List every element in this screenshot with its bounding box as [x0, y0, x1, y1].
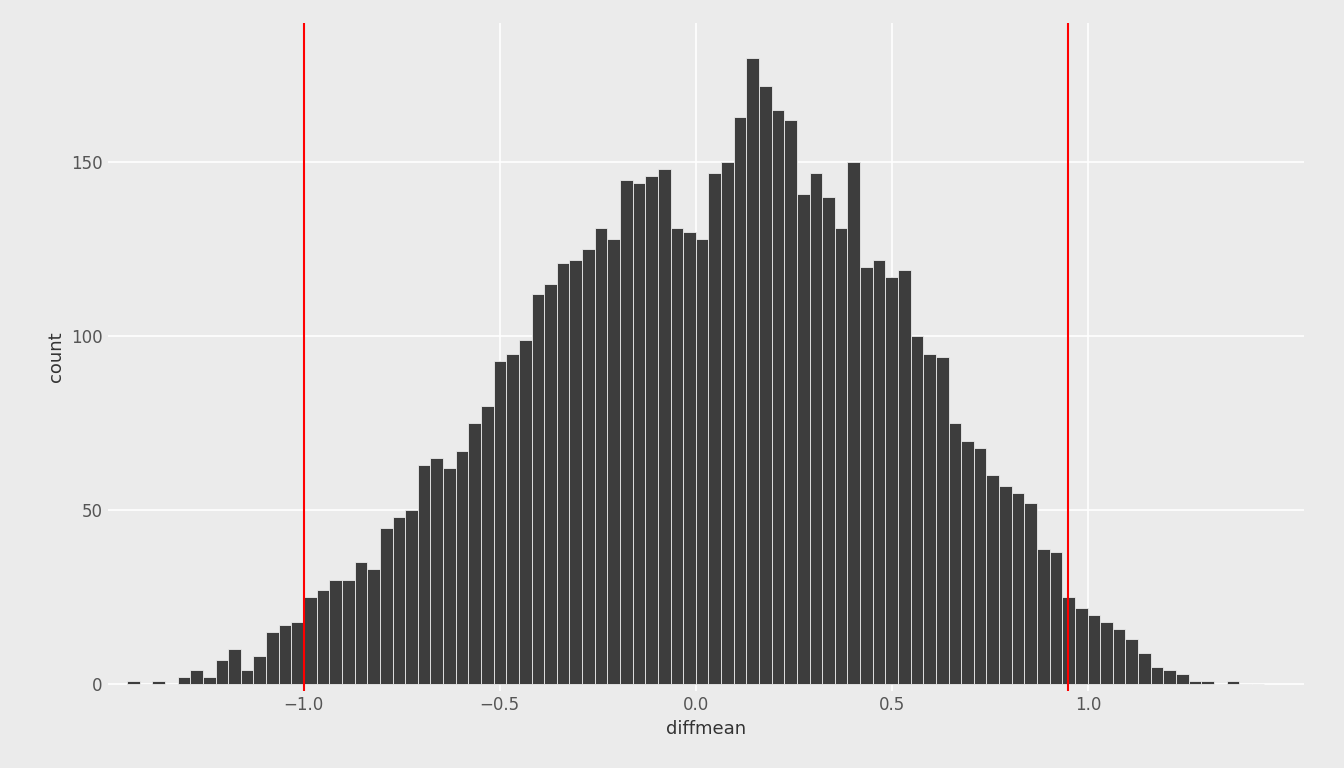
- Bar: [468, 423, 481, 684]
- Bar: [1164, 670, 1176, 684]
- Bar: [999, 486, 1012, 684]
- Bar: [860, 266, 872, 684]
- Bar: [241, 670, 254, 684]
- Bar: [392, 517, 405, 684]
- Bar: [493, 361, 507, 684]
- Bar: [935, 357, 949, 684]
- Bar: [582, 250, 594, 684]
- Bar: [430, 458, 444, 684]
- Bar: [1113, 628, 1125, 684]
- X-axis label: diffmean: diffmean: [665, 720, 746, 737]
- Bar: [823, 197, 835, 684]
- Bar: [986, 475, 999, 684]
- Bar: [809, 173, 823, 684]
- Bar: [961, 441, 974, 684]
- Bar: [481, 406, 493, 684]
- Bar: [1125, 639, 1138, 684]
- Bar: [1062, 598, 1075, 684]
- Bar: [152, 680, 165, 684]
- Bar: [444, 468, 456, 684]
- Bar: [759, 86, 771, 684]
- Bar: [974, 448, 986, 684]
- Bar: [215, 660, 228, 684]
- Bar: [418, 465, 430, 684]
- Bar: [1150, 667, 1164, 684]
- Bar: [898, 270, 911, 684]
- Bar: [746, 58, 759, 684]
- Bar: [507, 353, 519, 684]
- Bar: [645, 176, 657, 684]
- Bar: [1101, 621, 1113, 684]
- Bar: [1087, 614, 1101, 684]
- Bar: [872, 260, 886, 684]
- Bar: [355, 562, 367, 684]
- Bar: [594, 228, 607, 684]
- Bar: [304, 598, 317, 684]
- Bar: [835, 228, 848, 684]
- Bar: [1075, 607, 1087, 684]
- Bar: [911, 336, 923, 684]
- Bar: [278, 625, 292, 684]
- Bar: [292, 621, 304, 684]
- Bar: [405, 510, 418, 684]
- Bar: [657, 169, 671, 684]
- Bar: [708, 173, 722, 684]
- Bar: [1227, 680, 1239, 684]
- Bar: [177, 677, 191, 684]
- Bar: [1138, 653, 1150, 684]
- Bar: [848, 162, 860, 684]
- Bar: [228, 650, 241, 684]
- Bar: [317, 591, 329, 684]
- Bar: [456, 451, 468, 684]
- Bar: [128, 680, 140, 684]
- Bar: [1024, 503, 1038, 684]
- Bar: [671, 228, 683, 684]
- Y-axis label: count: count: [47, 332, 66, 382]
- Bar: [734, 117, 746, 684]
- Bar: [722, 162, 734, 684]
- Bar: [620, 180, 633, 684]
- Bar: [785, 121, 797, 684]
- Bar: [633, 183, 645, 684]
- Bar: [886, 277, 898, 684]
- Bar: [797, 194, 809, 684]
- Bar: [191, 670, 203, 684]
- Bar: [1188, 680, 1202, 684]
- Bar: [254, 657, 266, 684]
- Bar: [1038, 548, 1050, 684]
- Bar: [771, 110, 785, 684]
- Bar: [329, 580, 341, 684]
- Bar: [570, 260, 582, 684]
- Bar: [341, 580, 355, 684]
- Bar: [696, 239, 708, 684]
- Bar: [949, 423, 961, 684]
- Bar: [1012, 493, 1024, 684]
- Bar: [607, 239, 620, 684]
- Bar: [380, 528, 392, 684]
- Bar: [519, 339, 531, 684]
- Bar: [367, 569, 380, 684]
- Bar: [1176, 674, 1188, 684]
- Bar: [683, 232, 696, 684]
- Bar: [544, 284, 556, 684]
- Bar: [1050, 552, 1062, 684]
- Bar: [1202, 680, 1214, 684]
- Bar: [266, 632, 278, 684]
- Bar: [203, 677, 215, 684]
- Bar: [556, 263, 570, 684]
- Bar: [923, 353, 935, 684]
- Bar: [531, 294, 544, 684]
